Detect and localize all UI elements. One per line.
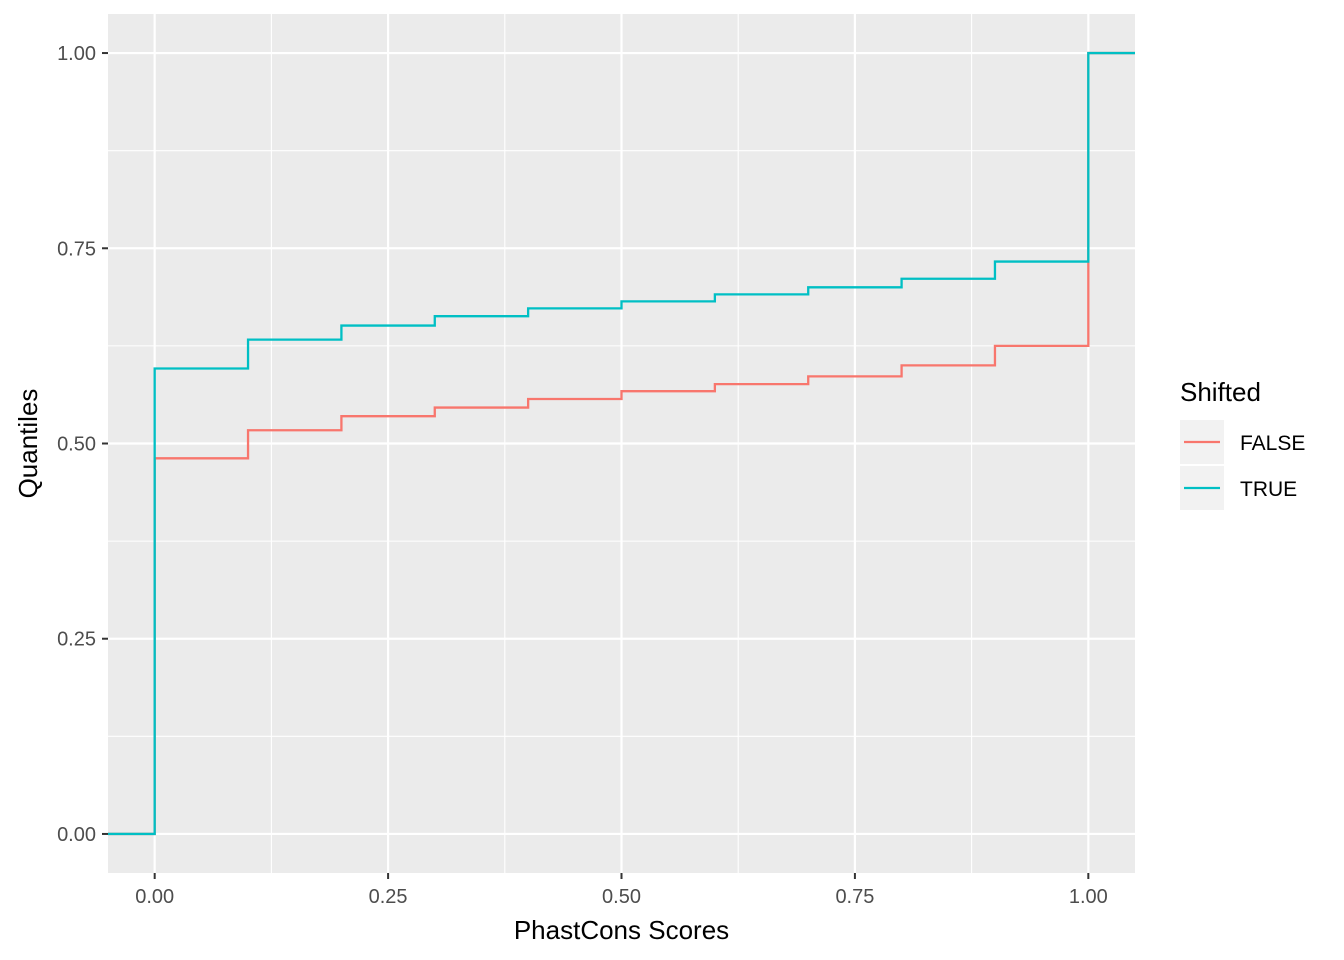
y-tick-label: 0.50 xyxy=(57,434,96,456)
x-tick-label: 0.50 xyxy=(602,886,641,908)
x-axis-ticks: 0.00 0.25 0.50 0.75 1.00 xyxy=(135,873,1108,908)
major-gridlines xyxy=(108,14,1135,873)
x-tick-label: 0.25 xyxy=(369,886,408,908)
series-line-false xyxy=(108,51,1135,836)
x-tick-label: 1.00 xyxy=(1069,886,1108,908)
y-tick-label: 1.00 xyxy=(57,43,96,65)
x-axis-title: PhastCons Scores xyxy=(514,915,729,945)
series-lines xyxy=(108,51,1135,836)
y-tick-label: 0.00 xyxy=(57,824,96,846)
legend-label-false: FALSE xyxy=(1240,432,1305,455)
y-tick-label: 0.25 xyxy=(57,629,96,651)
x-tick-label: 0.00 xyxy=(135,886,174,908)
y-tick-label: 0.75 xyxy=(57,238,96,260)
y-axis-ticks: 0.00 0.25 0.50 0.75 1.00 xyxy=(57,43,108,846)
legend-title: Shifted xyxy=(1180,377,1261,407)
legend: Shifted FALSE TRUE xyxy=(1180,377,1305,510)
legend-label-true: TRUE xyxy=(1240,478,1297,501)
series-line-true xyxy=(108,51,1135,836)
x-tick-label: 0.75 xyxy=(835,886,874,908)
y-axis-title: Quantiles xyxy=(13,389,43,499)
